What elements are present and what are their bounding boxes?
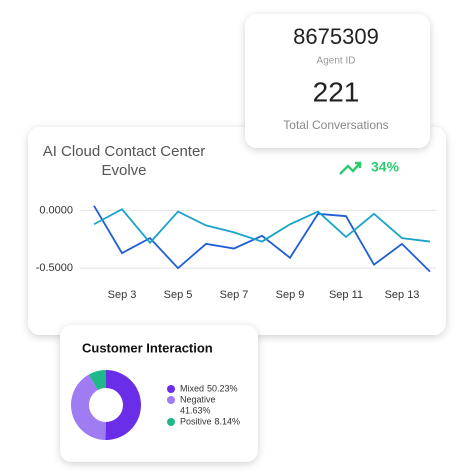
chart-title-box: AI Cloud Contact Center Evolve bbox=[42, 143, 206, 179]
x-tick-label: Sep 11 bbox=[329, 289, 363, 301]
legend-swatch bbox=[167, 396, 175, 404]
donut-slice bbox=[88, 370, 106, 391]
conversations-label: Total Conversations bbox=[283, 118, 388, 132]
donut-slice bbox=[105, 370, 141, 440]
x-tick-label: Sep 7 bbox=[220, 289, 249, 301]
y-tick-label: 0.0000 bbox=[39, 204, 73, 216]
chart-title: AI Cloud Contact Center Evolve bbox=[42, 143, 206, 179]
x-tick-label: Sep 5 bbox=[164, 289, 193, 301]
y-tick-label: -0.5000 bbox=[36, 262, 73, 274]
donut-slice bbox=[70, 374, 106, 440]
legend-label: Mixed bbox=[180, 383, 204, 393]
legend-swatch bbox=[167, 385, 175, 393]
trend-value: 34% bbox=[371, 159, 400, 175]
line-series bbox=[93, 208, 431, 245]
legend-label: Positive bbox=[180, 416, 212, 426]
legend-swatch bbox=[167, 418, 175, 426]
x-tick-label: Sep 3 bbox=[108, 289, 137, 301]
agent-id: 8675309 bbox=[293, 24, 379, 49]
legend-value: 8.14% bbox=[215, 416, 241, 426]
x-tick-label: Sep 9 bbox=[276, 289, 305, 301]
legend-value: 50.23% bbox=[207, 383, 238, 393]
x-tick-label: Sep 13 bbox=[385, 289, 420, 301]
trend-icon bbox=[339, 161, 362, 175]
legend-label: Negative bbox=[180, 394, 216, 404]
line-series bbox=[93, 205, 431, 273]
agent-card bbox=[245, 14, 430, 148]
agent-id-label: Agent ID bbox=[317, 56, 356, 67]
line-chart: 0.0000 -0.5000 Sep 3 Sep 5 Sep 7 Sep 9 Sep 11 S… bbox=[36, 204, 436, 301]
legend-value: 41.63% bbox=[180, 405, 211, 415]
donut-title: Customer Interaction bbox=[82, 340, 213, 355]
chart-card bbox=[28, 127, 446, 335]
conversations: 221 bbox=[313, 76, 360, 107]
